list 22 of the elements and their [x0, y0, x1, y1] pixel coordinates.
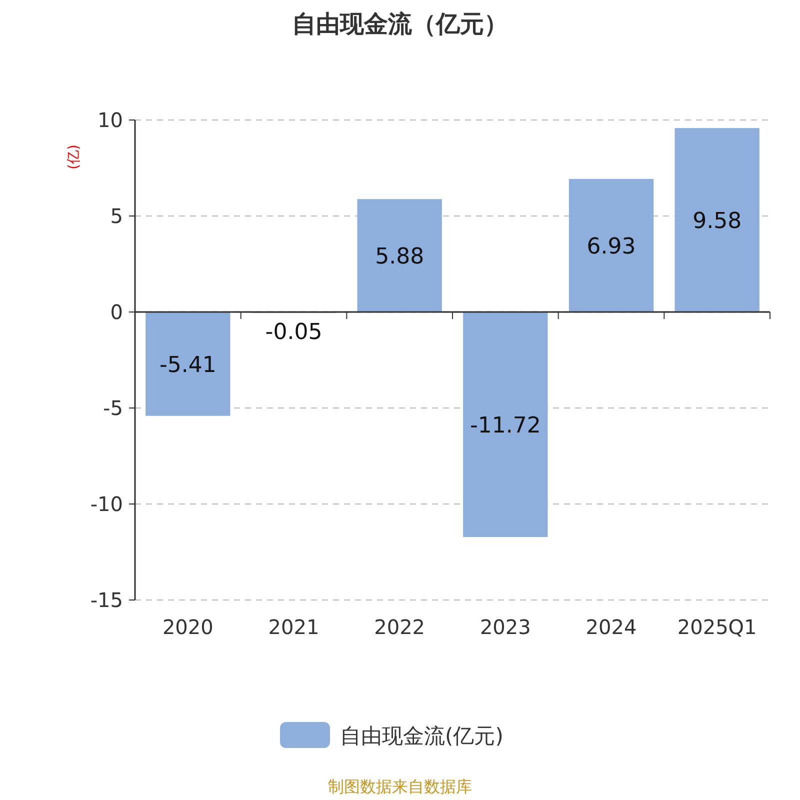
x-tick-label: 2024 [586, 615, 637, 639]
x-tick-label: 2021 [268, 615, 320, 639]
data-label: -0.05 [265, 320, 322, 345]
chart-title: 自由现金流（亿元） [292, 10, 508, 38]
x-tick-label: 2022 [374, 615, 426, 639]
data-label: 5.88 [375, 244, 424, 270]
data-label: 6.93 [586, 234, 636, 260]
data-label: 9.58 [692, 209, 742, 234]
legend-label: 自由现金流(亿元) [340, 724, 504, 748]
y-tick-label: -15 [90, 588, 123, 612]
y-axis-title: (亿) [66, 144, 82, 170]
y-tick-label: 5 [110, 204, 123, 228]
data-label: -11.72 [470, 414, 541, 439]
x-tick-label: 2020 [162, 615, 214, 639]
y-tick-label: 10 [98, 108, 123, 132]
text: 制图数据来自数据库 [328, 777, 472, 796]
data-label: -5.41 [159, 352, 216, 378]
y-tick-label: -10 [90, 492, 123, 516]
x-tick-label: 2025Q1 [677, 615, 757, 639]
y-tick-label: -5 [103, 396, 123, 420]
x-tick-label: 2023 [480, 615, 531, 639]
y-tick-label: 0 [110, 300, 123, 324]
